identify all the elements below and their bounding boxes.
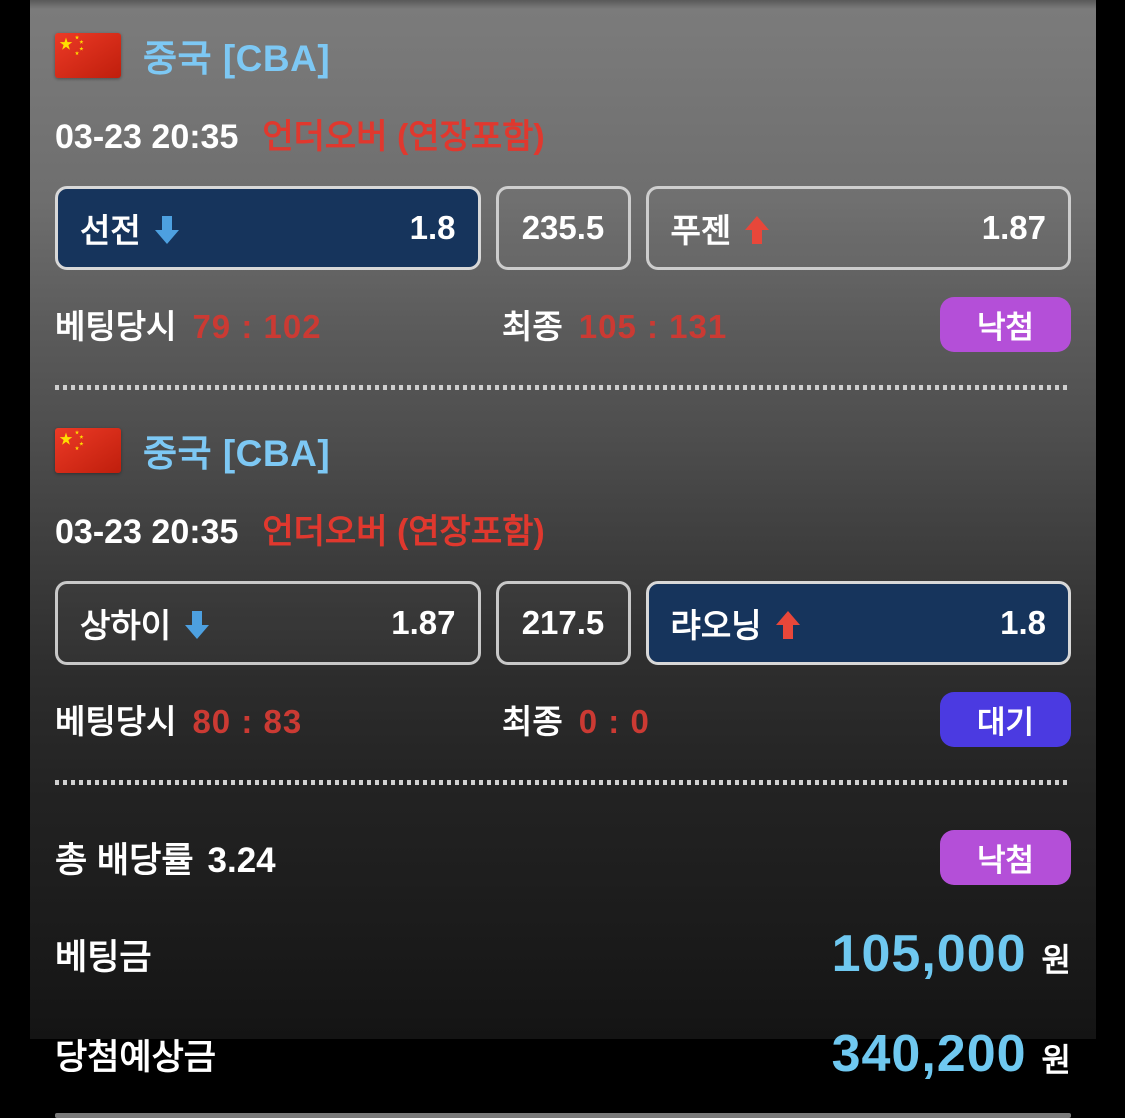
up-arrow-icon xyxy=(745,214,770,244)
line-value: 217.5 xyxy=(521,604,605,641)
overall-status-badge[interactable]: 낙첨 xyxy=(940,830,1071,885)
down-arrow-icon xyxy=(185,609,210,639)
bottom-divider xyxy=(55,1113,1071,1118)
line-value: 235.5 xyxy=(521,209,605,246)
away-team-name: 푸젠 xyxy=(670,212,732,249)
result-row: 베팅당시 79 : 102 최종 105 : 131 낙첨 xyxy=(55,296,1071,352)
line-odds-box[interactable]: 235.5 xyxy=(495,186,631,270)
away-odds-value: 1.87 xyxy=(981,209,1046,246)
bet-amount-value: 105,000 xyxy=(831,925,1027,983)
dotted-divider xyxy=(55,385,1071,390)
expected-win-unit: 원 xyxy=(1041,1042,1071,1078)
bet-time-score: 79 : 102 xyxy=(192,308,322,345)
away-odds-value: 1.8 xyxy=(1000,604,1046,641)
up-arrow-icon xyxy=(775,609,800,639)
expected-win-row: 당첨예상금 340,200 원 xyxy=(55,1023,1071,1085)
market-type: 언더오버 (연장포함) xyxy=(262,513,545,551)
league-title: 중국 [CBA] xyxy=(143,433,331,474)
odds-row: 선전 1.8 235.5 푸젠 1.87 xyxy=(55,186,1071,270)
match-card: 중국 [CBA] 03-23 20:35 언더오버 (연장포함) 선전 1.8 … xyxy=(55,28,1071,352)
league-title: 중국 [CBA] xyxy=(143,38,331,79)
home-odds-box[interactable]: 상하이 1.87 xyxy=(55,581,481,665)
bet-slip-panel: 중국 [CBA] 03-23 20:35 언더오버 (연장포함) 선전 1.8 … xyxy=(30,0,1096,1118)
match-info-row: 03-23 20:35 언더오버 (연장포함) xyxy=(55,109,1071,158)
status-badge-pending[interactable]: 대기 xyxy=(940,691,1071,747)
total-odds-row: 총 배당률 3.24 낙첨 xyxy=(55,830,1071,885)
match-time: 03-23 20:35 xyxy=(55,118,239,156)
match-header: 중국 [CBA] xyxy=(55,28,1071,82)
away-odds-box[interactable]: 랴오닝 1.8 xyxy=(645,581,1071,665)
away-team-name: 랴오닝 xyxy=(670,607,762,644)
total-odds-label: 총 배당률 xyxy=(55,841,194,880)
down-arrow-icon xyxy=(154,214,179,244)
status-badge-lost[interactable]: 낙첨 xyxy=(940,296,1071,352)
final-score: 0 : 0 xyxy=(578,703,650,740)
final-score-label: 최종 xyxy=(502,703,563,740)
bet-time-score-label: 베팅당시 xyxy=(55,308,177,345)
expected-win-label: 당첨예상금 xyxy=(55,1037,217,1077)
dotted-divider xyxy=(55,780,1071,785)
final-score: 105 : 131 xyxy=(578,308,728,345)
bet-amount-row: 베팅금 105,000 원 xyxy=(55,923,1071,985)
line-odds-box[interactable]: 217.5 xyxy=(495,581,631,665)
match-time: 03-23 20:35 xyxy=(55,513,239,551)
odds-row: 상하이 1.87 217.5 랴오닝 1.8 xyxy=(55,581,1071,665)
match-info-row: 03-23 20:35 언더오버 (연장포함) xyxy=(55,504,1071,553)
china-flag-icon xyxy=(55,32,121,78)
result-row: 베팅당시 80 : 83 최종 0 : 0 대기 xyxy=(55,691,1071,747)
bet-amount-unit: 원 xyxy=(1041,942,1071,978)
home-odds-box[interactable]: 선전 1.8 xyxy=(55,186,481,270)
home-team-name: 상하이 xyxy=(80,607,172,644)
expected-win-value: 340,200 xyxy=(831,1025,1027,1083)
away-odds-box[interactable]: 푸젠 1.87 xyxy=(645,186,1071,270)
bet-time-score: 80 : 83 xyxy=(192,703,303,740)
home-team-name: 선전 xyxy=(80,212,141,249)
market-type: 언더오버 (연장포함) xyxy=(262,118,545,156)
bet-time-score-label: 베팅당시 xyxy=(55,703,177,740)
china-flag-icon xyxy=(55,427,121,473)
match-card: 중국 [CBA] 03-23 20:35 언더오버 (연장포함) 상하이 1.8… xyxy=(55,423,1071,747)
match-header: 중국 [CBA] xyxy=(55,423,1071,477)
home-odds-value: 1.8 xyxy=(409,209,456,246)
home-odds-value: 1.87 xyxy=(391,604,456,641)
bet-amount-label: 베팅금 xyxy=(55,937,152,977)
total-odds-value: 3.24 xyxy=(207,841,276,880)
final-score-label: 최종 xyxy=(502,308,563,345)
